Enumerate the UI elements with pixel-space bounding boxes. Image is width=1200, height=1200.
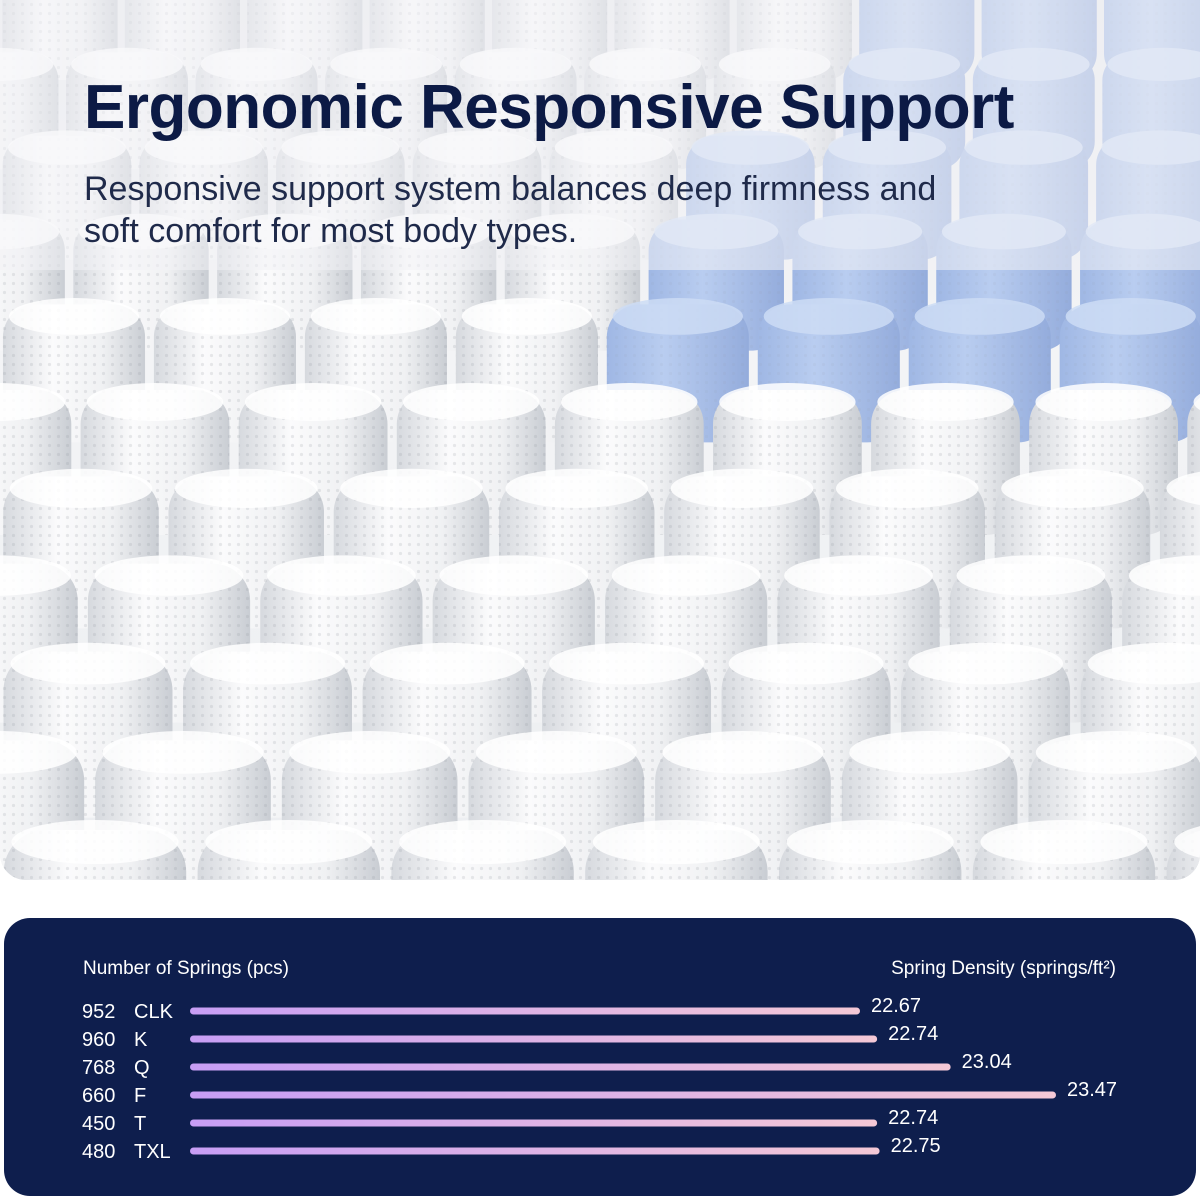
density-bar bbox=[190, 1119, 878, 1127]
springs-count-header: Number of Springs (pcs) bbox=[83, 958, 289, 979]
spring-count-label: 660 bbox=[82, 1085, 115, 1107]
spring-count-label: 450 bbox=[82, 1113, 115, 1135]
mattress-size-label: Q bbox=[134, 1057, 150, 1079]
density-value-label: 23.47 bbox=[1067, 1079, 1117, 1101]
title-wash bbox=[0, 0, 1200, 270]
density-bar bbox=[190, 1147, 880, 1155]
spring-count-label: 480 bbox=[82, 1141, 115, 1163]
hero-image: Ergonomic Responsive Support Responsive … bbox=[0, 0, 1200, 880]
pocket-coils-illustration bbox=[0, 0, 1200, 880]
page-title: Ergonomic Responsive Support bbox=[84, 73, 1014, 142]
density-value-label: 23.04 bbox=[962, 1051, 1012, 1073]
density-value-label: 22.67 bbox=[871, 995, 921, 1017]
coil-pocket bbox=[972, 820, 1156, 880]
mattress-size-label: CLK bbox=[134, 1001, 174, 1023]
coil-pocket bbox=[1166, 826, 1200, 880]
density-value-label: 22.75 bbox=[891, 1135, 941, 1157]
mattress-size-label: T bbox=[134, 1113, 146, 1135]
coil-pocket bbox=[779, 820, 962, 880]
density-bar-chart: 952 CLK 22.67 960 K 22.74 768 Q 23.04 660 F 23.47 45… bbox=[82, 995, 1117, 1163]
density-bar bbox=[190, 1091, 1056, 1099]
density-value-label: 22.74 bbox=[888, 1107, 938, 1129]
spring-count-label: 960 bbox=[82, 1029, 115, 1051]
coil-pocket bbox=[585, 820, 768, 880]
density-value-label: 22.74 bbox=[888, 1023, 938, 1045]
density-bar bbox=[190, 1063, 951, 1071]
coil-pocket bbox=[391, 820, 574, 880]
spring-count-label: 952 bbox=[82, 1001, 115, 1023]
page-subtitle: Responsive support system balances deep … bbox=[84, 170, 937, 250]
mattress-size-label: F bbox=[134, 1085, 146, 1107]
mattress-size-label: K bbox=[134, 1029, 148, 1051]
coil-pocket bbox=[197, 820, 380, 880]
mattress-size-label: TXL bbox=[134, 1141, 171, 1163]
spring-density-panel: Number of Springs (pcs) Spring Density (… bbox=[4, 918, 1196, 1196]
spring-count-label: 768 bbox=[82, 1057, 115, 1079]
density-bar bbox=[190, 1035, 878, 1043]
coil-pocket bbox=[3, 820, 187, 880]
spring-density-header: Spring Density (springs/ft²) bbox=[891, 958, 1116, 979]
density-bar bbox=[190, 1007, 860, 1015]
